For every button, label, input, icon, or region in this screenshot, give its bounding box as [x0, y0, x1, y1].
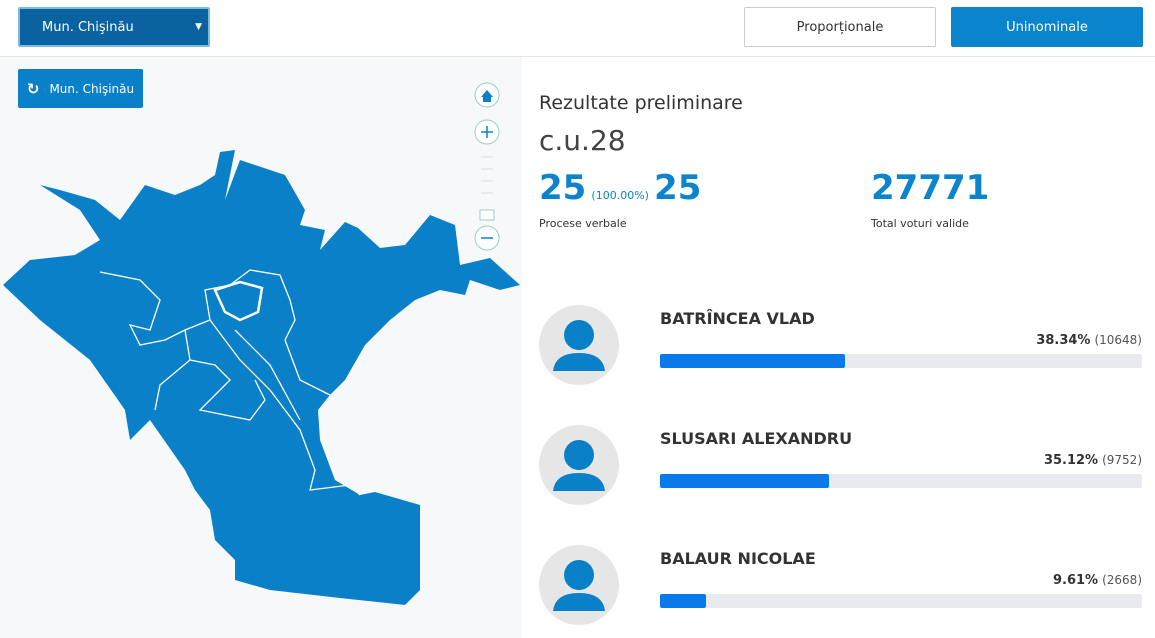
map-panel: ↻ Mun. Chişinău: [0, 57, 522, 638]
valid-votes: 27771: [871, 168, 990, 208]
home-icon: [481, 90, 493, 102]
refresh-icon: ↻: [26, 79, 40, 98]
map-region: [3, 150, 520, 605]
total-processes: 25: [654, 168, 702, 208]
refresh-text: Mun. Chişinău: [49, 81, 135, 96]
processed-count: 25: [539, 168, 587, 208]
avatar: [539, 305, 619, 385]
candidate-name: BATRÎNCEA VLAD: [660, 309, 815, 328]
processed-label: Procese verbale: [539, 217, 627, 230]
avatar: [539, 545, 619, 625]
region-select[interactable]: Mun. Chişinău ▼: [18, 7, 210, 47]
processed: 25 (100.00%) 25: [539, 168, 701, 208]
bar-track: [660, 594, 1142, 608]
percent-label: 35.12%: [1043, 453, 1099, 468]
bar: [660, 474, 830, 488]
refresh-button[interactable]: ↻ Mun. Chişinău: [18, 69, 143, 108]
candidate-name: SLUSARI ALEXANDRU: [660, 429, 853, 448]
avatar-icon: [553, 560, 605, 611]
candidate-result: 35.12% (9752): [1044, 453, 1142, 468]
avatar-icon: [553, 320, 605, 371]
percent-label: 9.61%: [1052, 573, 1099, 588]
percent-label: 38.34%: [1036, 333, 1091, 348]
caret: ▼: [195, 22, 202, 32]
avatar-icon: [553, 440, 605, 491]
candidate-result: 9.61% (2668): [1053, 573, 1142, 588]
candidate-name: BALAUR NICOLAE: [660, 549, 816, 568]
zoom-ticks: [481, 156, 493, 194]
votes-label: (9752): [1102, 453, 1142, 467]
map: [3, 82, 520, 605]
processed-percent: (100.00%): [591, 189, 649, 202]
bar: [660, 354, 845, 368]
valid-votes-label: Total voturi valide: [871, 217, 969, 230]
results-title: Rezultate preliminare: [539, 92, 743, 114]
zoom-handle[interactable]: [479, 209, 495, 221]
mode-button[interactable]: Proporționale: [744, 7, 936, 47]
divider: [0, 56, 1155, 57]
votes-label: (10648): [1094, 333, 1142, 347]
votes-label: (2668): [1102, 573, 1142, 587]
mode-button[interactable]: Uninominale: [951, 7, 1143, 47]
zoom-icons: [481, 126, 493, 239]
region-select-text: Mun. Chişinău: [42, 19, 134, 35]
candidate-result: 38.34% (10648): [1036, 333, 1142, 348]
bar: [660, 594, 707, 608]
district: c.u.28: [539, 124, 626, 157]
map-controls: [474, 82, 500, 251]
selected-region: [213, 280, 264, 322]
avatar: [539, 425, 619, 505]
